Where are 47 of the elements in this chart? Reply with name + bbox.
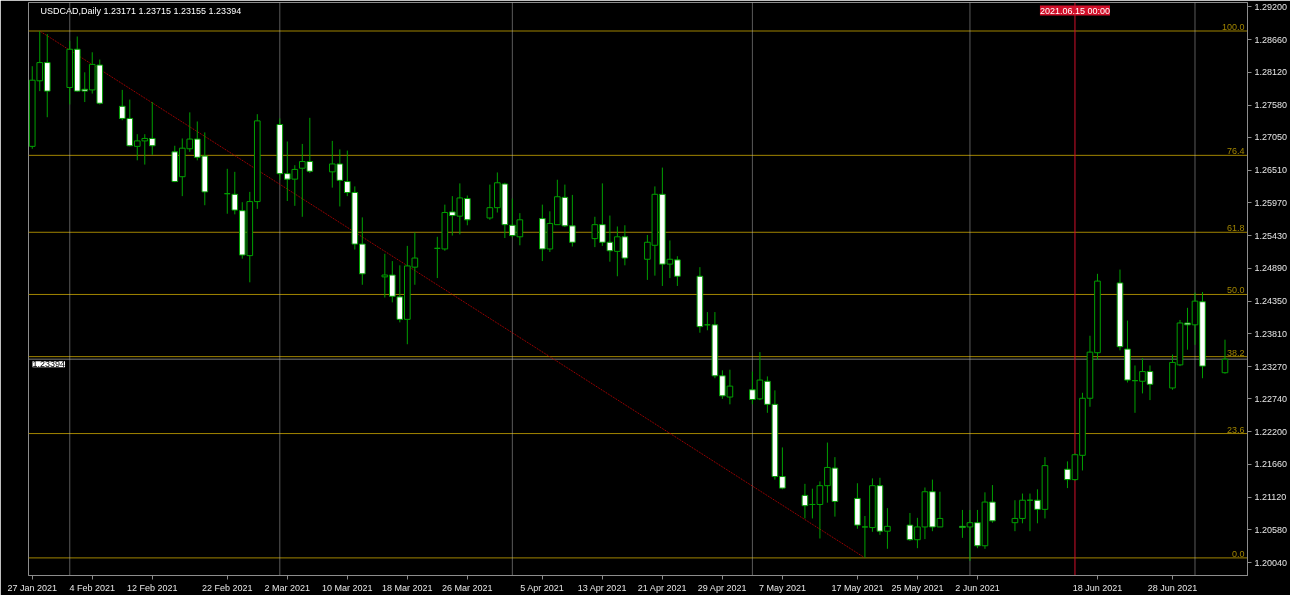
y-tick-label: 1.23810 xyxy=(1254,328,1288,339)
x-tick-label: 27 Jan 2021 xyxy=(7,582,58,593)
y-tick-label: 1.27580 xyxy=(1254,100,1288,111)
x-tick-label: 18 Jun 2021 xyxy=(1072,582,1123,593)
y-tick-label: 1.26510 xyxy=(1254,165,1288,176)
x-tick-label: 7 May 2021 xyxy=(758,582,806,593)
x-tick-label: 2 Mar 2021 xyxy=(264,582,311,593)
ref-line-label: 0.0 xyxy=(1231,548,1245,559)
y-tick-label: 1.20580 xyxy=(1254,524,1288,535)
x-tick-label: 28 Jun 2021 xyxy=(1147,582,1198,593)
ref-line-label: 100.0 xyxy=(1221,22,1245,33)
y-tick-label: 1.23270 xyxy=(1254,361,1288,372)
y-tick-label: 1.28660 xyxy=(1254,34,1288,45)
x-tick-label: 13 Apr 2021 xyxy=(577,582,627,593)
x-tick-label: 26 Mar 2021 xyxy=(442,582,493,593)
ref-line-label: 1.23394 xyxy=(32,359,66,370)
x-tick-label: 4 Feb 2021 xyxy=(69,582,116,593)
x-tick-label: 12 Feb 2021 xyxy=(127,582,178,593)
ref-line-label: 38.2 xyxy=(1226,347,1245,358)
ref-line-label: 50.0 xyxy=(1226,285,1245,296)
y-tick-label: 1.25970 xyxy=(1254,197,1288,208)
ref-line-label: 23.6 xyxy=(1226,424,1245,435)
x-tick-label: 18 Mar 2021 xyxy=(382,582,433,593)
x-tick-label: 10 Mar 2021 xyxy=(322,582,373,593)
x-tick-label: 29 Apr 2021 xyxy=(697,582,747,593)
y-tick-label: 1.24350 xyxy=(1254,296,1288,307)
x-tick-label: 17 May 2021 xyxy=(831,582,884,593)
y-tick-label: 1.20040 xyxy=(1254,557,1288,568)
y-tick-label: 1.27050 xyxy=(1254,132,1288,143)
ref-line-label: 61.8 xyxy=(1226,223,1245,234)
y-tick-label: 1.22740 xyxy=(1254,393,1288,404)
ref-line-label: 2021.06.15 00:00 xyxy=(1039,5,1111,16)
y-tick-label: 1.22200 xyxy=(1254,426,1288,437)
chart-title: USDCAD,Daily 1.23171 1.23715 1.23155 1.23394 xyxy=(40,5,242,16)
candlestick xyxy=(801,483,809,519)
x-tick-label: 25 May 2021 xyxy=(891,582,944,593)
x-tick-label: 2 Jun 2021 xyxy=(955,582,1000,593)
y-tick-label: 1.25430 xyxy=(1254,230,1288,241)
ref-line-label: 76.4 xyxy=(1226,146,1245,157)
y-tick-label: 1.28120 xyxy=(1254,67,1288,78)
x-tick-label: 22 Feb 2021 xyxy=(202,582,253,593)
y-tick-label: 1.29200 xyxy=(1254,1,1288,12)
x-tick-label: 21 Apr 2021 xyxy=(637,582,687,593)
y-tick-label: 1.24890 xyxy=(1254,263,1288,274)
y-tick-label: 1.21120 xyxy=(1254,492,1287,503)
y-tick-label: 1.21660 xyxy=(1254,459,1288,470)
x-tick-label: 5 Apr 2021 xyxy=(520,582,564,593)
